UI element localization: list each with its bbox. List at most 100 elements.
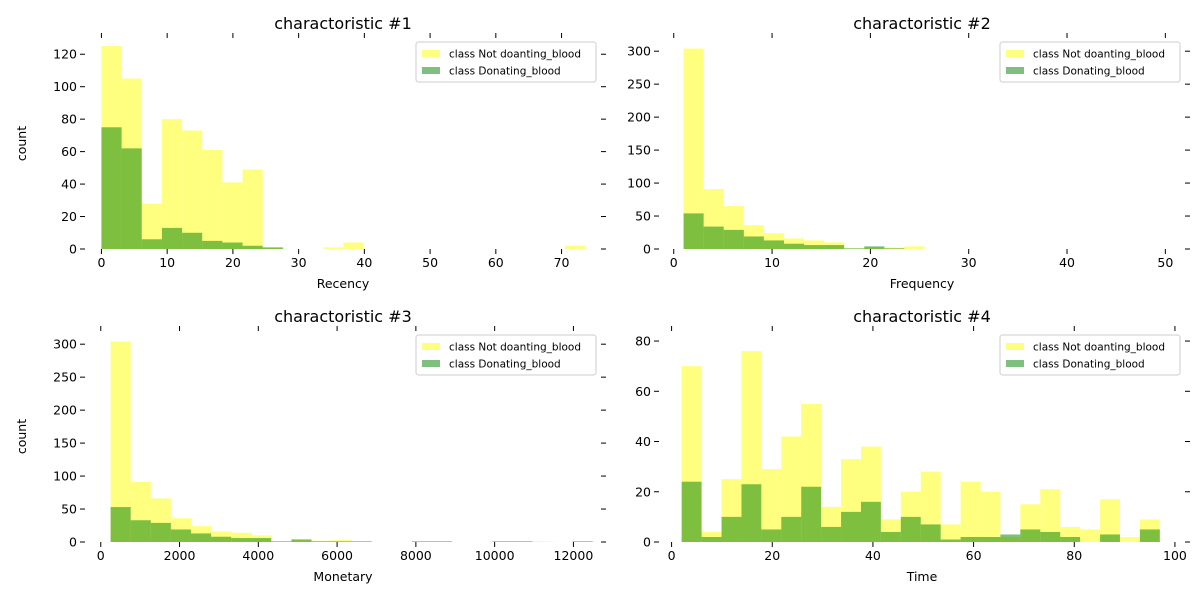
series-not-donating-bars	[683, 48, 925, 249]
histogram-bar	[960, 536, 981, 542]
histogram-bar	[311, 540, 332, 542]
x-axis-label: Time	[906, 569, 938, 584]
x-tick-label: 10	[159, 255, 175, 270]
chart-title: charactoristic #4	[853, 307, 991, 326]
y-tick-label: 100	[53, 469, 77, 484]
histogram-bar	[701, 536, 722, 542]
y-tick-label: 0	[643, 535, 651, 550]
y-tick-label: 20	[635, 484, 651, 499]
x-tick-label: 10000	[475, 548, 515, 563]
histogram-bar	[141, 203, 162, 249]
x-tick-label: 0	[670, 255, 678, 270]
histogram-bar	[343, 242, 364, 249]
histogram-bar	[904, 246, 925, 249]
histogram-bar	[1100, 499, 1120, 542]
y-tick-label: 40	[61, 177, 77, 192]
x-tick-label: 8000	[400, 548, 432, 563]
legend-entry-label: class Not doanting_blood	[449, 49, 581, 61]
x-tick-label: 30	[291, 255, 307, 270]
histogram-bar	[222, 182, 243, 249]
x-tick-label: 12000	[554, 548, 594, 563]
histogram-bar	[492, 541, 513, 542]
legend-entry-label: class Not doanting_blood	[1033, 49, 1165, 61]
x-tick-label: 6000	[321, 548, 353, 563]
legend-frame	[415, 334, 597, 376]
chart-title: charactoristic #3	[274, 307, 412, 326]
y-tick-label: 0	[69, 535, 77, 550]
histogram-bar	[161, 119, 183, 250]
legend-entry-label: class Donating_blood	[1033, 359, 1145, 371]
y-tick-label: 60	[61, 144, 77, 159]
legend-swatch	[1006, 50, 1024, 57]
histogram-bar	[110, 341, 131, 542]
y-tick-label: 60	[635, 384, 651, 399]
series-donating-bars	[110, 507, 593, 542]
legend-swatch	[422, 360, 440, 367]
histogram-bar	[121, 148, 142, 249]
x-tick-label: 2000	[164, 548, 196, 563]
series-donating-bars	[683, 213, 905, 249]
legend-entry-label: class Donating_blood	[449, 66, 561, 78]
histogram-bar	[222, 242, 243, 249]
histogram-bar	[565, 245, 586, 249]
y-tick-label: 200	[627, 110, 651, 125]
histogram-bar	[761, 529, 782, 542]
histogram-bar	[1020, 529, 1041, 542]
histogram-bar	[721, 516, 742, 542]
histogram-bar	[141, 239, 162, 249]
histogram-bar	[262, 247, 283, 249]
x-tick-label: 100	[1163, 548, 1187, 563]
histogram-bar	[351, 541, 372, 542]
y-tick-label: 150	[627, 143, 651, 158]
y-tick-label: 300	[627, 44, 651, 59]
histogram-bar	[920, 524, 941, 542]
chart-panel-time: 0 20 40 60 80 100 0 20 40 60 80 charactoristic #4 Ti…	[635, 307, 1190, 584]
histogram-bar	[741, 484, 762, 542]
legend-swatch	[422, 50, 440, 57]
y-tick-label: 0	[643, 242, 651, 257]
histogram-bar	[211, 536, 232, 542]
histogram-bar	[1100, 534, 1120, 542]
legend-entry-label: class Donating_blood	[449, 359, 561, 371]
histogram-bar	[801, 486, 822, 542]
histogram-bar	[242, 169, 263, 249]
x-tick-label: 50	[1157, 255, 1173, 270]
y-axis-label: count	[14, 419, 29, 454]
y-tick-label: 20	[61, 209, 77, 224]
histogram-bar	[190, 533, 212, 542]
legend-entry-label: class Not doanting_blood	[1033, 342, 1165, 354]
histogram-bar	[880, 531, 901, 542]
histogram-bar	[1080, 529, 1101, 542]
y-tick-label: 50	[61, 502, 77, 517]
histogram-bar	[1139, 529, 1160, 542]
histogram-bar	[980, 536, 1001, 542]
histogram-bar	[231, 532, 252, 542]
histogram-bar	[960, 481, 981, 542]
legend-frame	[999, 334, 1181, 376]
x-tick-label: 0	[97, 255, 105, 270]
legend-swatch	[1006, 360, 1024, 367]
histogram-bar	[1040, 489, 1061, 542]
histogram-bar	[572, 541, 593, 542]
histogram-bar	[940, 524, 961, 542]
histogram-bar	[940, 539, 961, 542]
histogram-bar	[1060, 536, 1081, 542]
histogram-bar	[130, 520, 151, 542]
legend-entry-label: class Donating_blood	[1033, 66, 1145, 78]
histogram-bar	[980, 491, 1001, 542]
x-tick-label: 80	[1066, 548, 1082, 563]
histogram-bar	[331, 540, 352, 542]
y-axis-ticks: 0 50 100 150 200 250 300	[627, 44, 1190, 257]
y-axis-ticks: 0 50 100 150 200 250 300	[53, 337, 606, 550]
x-axis-ticks: 0 20 40 60 80 100	[668, 326, 1187, 563]
x-axis-label: Recency	[317, 276, 370, 291]
x-tick-label: 20	[225, 255, 241, 270]
histogram-bar	[701, 531, 722, 542]
histogram-bar	[781, 516, 802, 542]
y-tick-label: 100	[627, 176, 651, 191]
histogram-bar	[763, 240, 784, 249]
histogram-bar	[251, 538, 272, 542]
histogram-bar	[432, 541, 453, 542]
chart-panel-frequency: 0 10 20 30 40 50 0 50 100 150 200 250 300 charactoris…	[627, 14, 1190, 291]
histogram-bar	[182, 232, 203, 249]
